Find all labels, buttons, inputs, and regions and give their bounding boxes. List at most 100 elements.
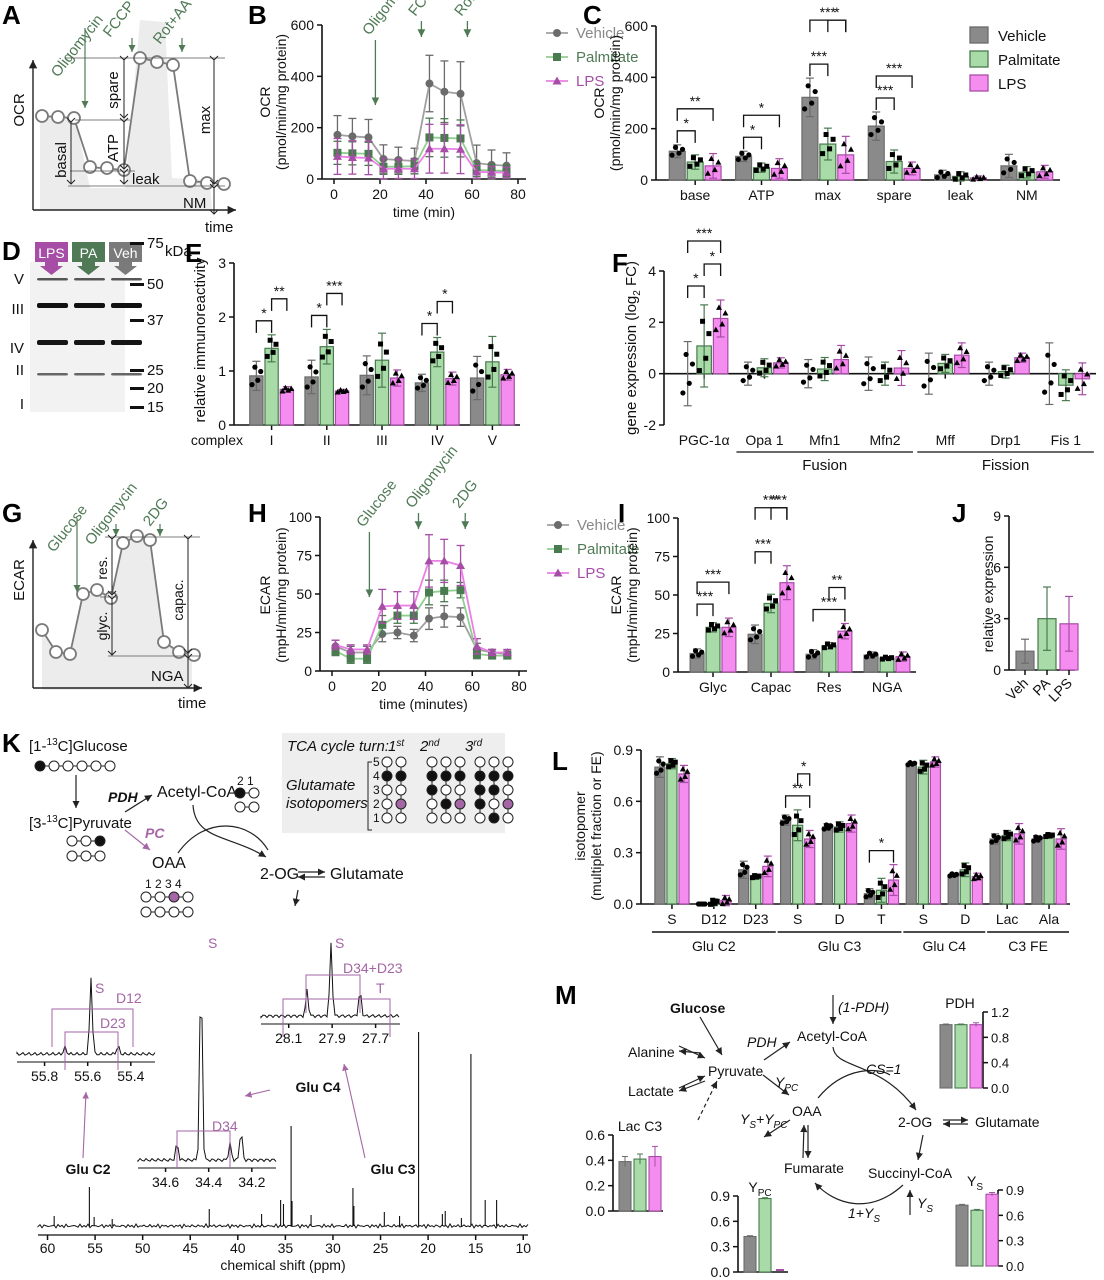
panel-m-flux-model: M Glucose Alanine Lactate Pyruvate Acetyl-CoA…: [555, 980, 1040, 1225]
carbon-atom: [66, 835, 78, 847]
kda-label: kDa: [165, 243, 192, 260]
label: 55: [87, 1240, 103, 1256]
carbon-atom: [104, 760, 116, 772]
metabolite-label: [1-13C]Glucose: [29, 737, 128, 755]
isotopomer-carbon: [488, 812, 500, 824]
multiplet-label: D12: [116, 990, 142, 1006]
bar: [500, 374, 515, 426]
bar: [633, 1158, 647, 1212]
isotopomer-carbon: [440, 798, 452, 810]
label: 0: [306, 171, 314, 187]
mini-bar-M-YPC: 0.0 0.3 0.6 0.9 YPC: [711, 1179, 788, 1280]
isotopomer-carbon: [454, 756, 466, 768]
annotation-capac: capac.: [170, 579, 186, 620]
isotopomer-carbon: [381, 798, 393, 810]
isotopomer-carbon: [488, 770, 500, 782]
node-oaa: OAA: [792, 1103, 822, 1119]
label: 0: [662, 664, 670, 680]
panel-label: C: [583, 0, 602, 30]
label: 75: [296, 548, 312, 564]
mini-bar-M-PDH: 0.0 0.4 0.8 1.2 PDH: [939, 995, 1009, 1096]
bar: [969, 1024, 983, 1089]
node-2og: 2-OG: [898, 1114, 932, 1130]
measurement-point: [90, 583, 104, 597]
panel-label: G: [2, 498, 22, 528]
measurement-point: [49, 645, 63, 659]
mini-chart-title: YS: [967, 1173, 983, 1193]
bar: [1043, 834, 1055, 905]
label: 25: [373, 1240, 389, 1256]
label: 55.4: [117, 1068, 144, 1084]
axis-title: ECAR(mpH/min/mg protein): [608, 527, 640, 662]
turn-label: 2nd: [419, 738, 440, 755]
blot-band: [111, 373, 142, 376]
blot-band: [37, 303, 68, 308]
label: 34.6: [152, 1174, 179, 1190]
significance-stars: ***: [763, 492, 780, 508]
bar: [929, 761, 942, 905]
label: 4: [648, 263, 656, 279]
label: 200: [625, 121, 649, 137]
multiplet-label: S: [335, 935, 344, 951]
label: 0.3: [1006, 1234, 1024, 1249]
label: 55.8: [31, 1068, 58, 1084]
isotopomer-carbon: [440, 770, 452, 782]
panel-c: C OCR(pmol/min/mg protein) Vehicle Palmitat…: [583, 0, 1061, 171]
label: 0: [304, 663, 312, 679]
peak-label-glu-c2: Glu C2: [65, 1161, 110, 1177]
category-label: base: [680, 187, 711, 203]
label: 15: [468, 1240, 484, 1256]
label: 25: [654, 626, 670, 642]
blot-band: [74, 303, 105, 308]
complex-label: IV: [10, 340, 24, 357]
label: 3: [218, 255, 226, 271]
x-axis-title: time (min): [393, 204, 455, 220]
metabolite-glutamate: Glutamate: [330, 866, 404, 883]
isotopomer-carbon: [474, 784, 486, 796]
carbon-atom: [168, 891, 180, 903]
line-chart-H: 0 25 50 75 100 0 20 40 60 80 time (minutes) Glucose…: [289, 443, 640, 712]
bar: [779, 819, 792, 905]
isotopomer-carbon: [488, 784, 500, 796]
group-label: Fission: [982, 457, 1030, 474]
bar: [947, 874, 959, 905]
isotopomer-carbon: [395, 812, 407, 824]
measurement-point: [83, 160, 97, 174]
label: 55.6: [74, 1068, 101, 1084]
label: 34.4: [195, 1174, 222, 1190]
drug-label: FCCP: [100, 0, 139, 40]
significance-stars: *: [261, 305, 267, 321]
category-label: III: [376, 432, 388, 448]
label: 0: [218, 417, 226, 433]
label: 200: [291, 120, 315, 136]
legend-swatch: [969, 26, 989, 44]
category-label: Mfn1: [809, 432, 840, 448]
measurement-point: [130, 529, 144, 543]
significance-stars: *: [683, 115, 689, 131]
label: 0: [648, 366, 656, 382]
peak-label-glu-c4: Glu C4: [295, 1079, 340, 1095]
x-axis-title: complex: [191, 432, 243, 448]
category-label: II: [323, 432, 331, 448]
mini-chart-title: Lac C3: [618, 1118, 663, 1134]
category-label: Res: [817, 679, 842, 695]
bar: [833, 826, 846, 905]
node-pyruvate: Pyruvate: [708, 1063, 763, 1079]
bar: [955, 1204, 969, 1267]
edge-1-ys: 1+YS: [848, 1205, 880, 1225]
label: 0.0: [614, 896, 634, 912]
isotopomer-carbon: [395, 770, 407, 782]
category-label: S: [919, 911, 928, 927]
label: 1 2 3 4: [145, 877, 182, 891]
legend-label: LPS: [576, 73, 604, 90]
significance-stars: ***: [755, 536, 772, 552]
significance-stars: *: [442, 286, 448, 302]
edge-ypc: YPC: [775, 1074, 799, 1094]
measurement-point: [100, 161, 114, 175]
isotopomer-carbon: [502, 770, 514, 782]
significance-stars: ***: [886, 60, 903, 76]
